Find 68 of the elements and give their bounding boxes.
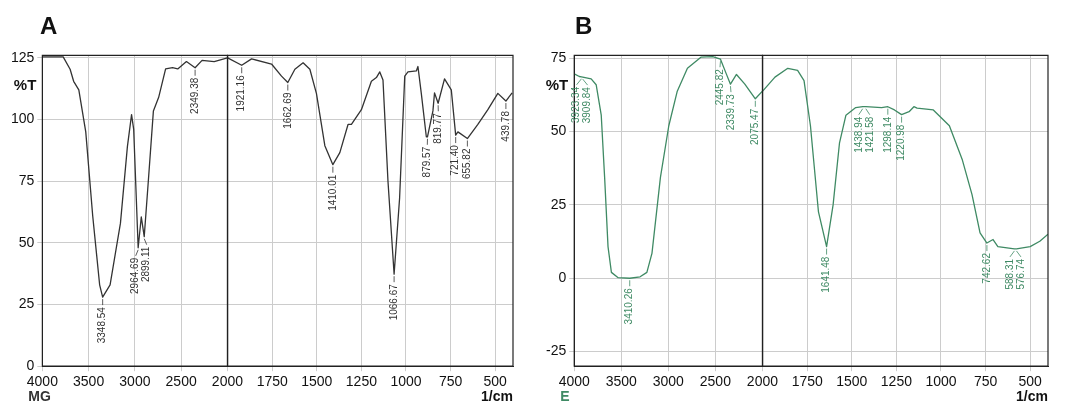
y-tick-label: 125 (11, 48, 35, 65)
annotation: 2964.69 (129, 257, 141, 294)
annotation: 2075.47 (749, 108, 761, 145)
y-tick-label: 75 (18, 172, 35, 189)
x-tick-label: 3500 (73, 373, 105, 390)
y-tick-label: 25 (18, 295, 35, 312)
x-tick-label: 2500 (699, 373, 732, 390)
annotation: 2445.82 (713, 68, 725, 106)
x-tick-label: 1500 (301, 373, 333, 390)
annotation: 1421.58 (863, 116, 875, 153)
x-tick-label: 750 (438, 373, 463, 390)
x-tick-label: 1250 (880, 373, 912, 390)
annotation: 3410.26 (623, 287, 635, 325)
y-tick-label: 0 (558, 269, 567, 286)
y-tick-label: 100 (11, 110, 35, 127)
annotation: 439.78 (499, 110, 511, 142)
y-tick-label: 75 (550, 49, 567, 66)
annotation: 2899.11 (140, 246, 152, 283)
x-tick-label: 3500 (605, 373, 638, 390)
y-tick-label: 50 (18, 233, 35, 250)
text: E (560, 388, 570, 405)
x-tick-label: 3000 (119, 373, 151, 390)
x-tick-label: 2000 (746, 373, 779, 390)
x-tick-label: 1500 (836, 373, 868, 390)
y-axis-title: %T (13, 75, 37, 93)
annotation: 742.62 (980, 252, 992, 284)
x-tick-label: 1750 (791, 373, 823, 390)
x-tick-label: 1000 (925, 373, 957, 390)
x-axis-title: 1/cm (1015, 388, 1048, 405)
annotation: 655.82 (460, 148, 472, 180)
x-tick-label: 500 (1018, 373, 1042, 390)
x-axis-title: 1/cm (480, 388, 513, 405)
x-tick-label: 4000 (558, 373, 591, 390)
x-tick-label: 2500 (165, 373, 197, 390)
annotation: 3348.54 (96, 306, 108, 344)
y-tick-label: 0 (26, 357, 35, 374)
text: MG (28, 388, 52, 405)
x-tick-label: 3000 (652, 373, 685, 390)
annotation: 879.57 (420, 146, 432, 178)
y-tick-label: -25 (546, 342, 567, 359)
annotation: 1641.48 (820, 256, 832, 293)
y-axis-title: %T (545, 75, 569, 93)
annotation: 1298.14 (881, 116, 893, 153)
annotation: 3909.84 (581, 86, 593, 124)
annotation: 3923.34 (570, 86, 582, 123)
x-tick-label: 4000 (26, 373, 59, 390)
chart-title: B (575, 12, 593, 40)
annotation: 1438.94 (852, 116, 864, 153)
annotation: 2349.38 (188, 77, 200, 114)
annotation: 819.77 (431, 112, 443, 144)
y-tick-label: 50 (550, 122, 567, 139)
x-tick-label: 1000 (390, 373, 422, 390)
annotation: 1066.67 (387, 283, 399, 321)
annotation: 588.31 (1003, 258, 1015, 290)
x-tick-label: 1750 (256, 373, 288, 390)
x-tick-label: 500 (483, 373, 507, 390)
y-tick-label: 25 (550, 195, 567, 212)
annotation: 721.40 (449, 144, 461, 176)
annotation: 1921.16 (235, 74, 247, 112)
x-tick-label: 1250 (345, 373, 377, 390)
annotation: 1220.98 (895, 124, 907, 161)
annotation: 576.74 (1014, 258, 1026, 290)
x-tick-label: 750 (973, 373, 998, 390)
annotation: 2339.73 (724, 93, 736, 131)
annotation: 1410.01 (326, 174, 338, 211)
annotation: 1662.69 (281, 92, 293, 129)
chart-title: A (40, 12, 58, 40)
x-tick-label: 2000 (211, 373, 244, 390)
